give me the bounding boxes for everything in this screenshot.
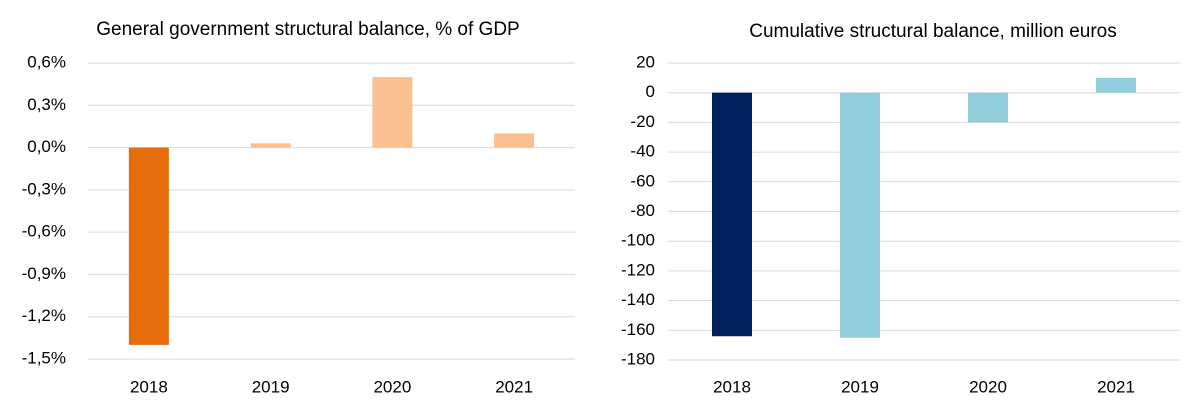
x-tick-label: 2019: [841, 377, 879, 396]
bar: [494, 133, 535, 148]
y-tick-label: -0,9%: [22, 264, 66, 283]
y-tick-label: -140: [621, 290, 655, 309]
x-tick-label: 2019: [252, 377, 290, 396]
bar: [250, 143, 291, 148]
y-tick-label: -180: [621, 349, 655, 368]
x-tick-label: 2021: [495, 377, 533, 396]
bar: [128, 147, 169, 345]
y-tick-label: 0,6%: [27, 52, 66, 71]
bar: [1096, 77, 1136, 93]
y-tick-label: -80: [630, 201, 655, 220]
y-tick-label: -1,2%: [22, 306, 66, 325]
bar: [372, 77, 413, 148]
bar: [712, 92, 752, 337]
y-tick-label: -1,5%: [22, 348, 66, 367]
y-tick-label: -120: [621, 260, 655, 279]
y-tick-label: 0,3%: [27, 95, 66, 114]
y-tick-label: 0: [646, 82, 655, 101]
y-tick-label: -100: [621, 231, 655, 250]
y-tick-label: -40: [630, 142, 655, 161]
y-tick-label: -60: [630, 171, 655, 190]
y-tick-label: 20: [636, 52, 655, 71]
y-tick-label: -160: [621, 320, 655, 339]
y-tick-label: -0,3%: [22, 179, 66, 198]
x-tick-label: 2020: [373, 377, 411, 396]
y-tick-label: 0,0%: [27, 137, 66, 156]
x-tick-label: 2021: [1097, 377, 1135, 396]
bar: [968, 92, 1008, 123]
x-tick-label: 2018: [130, 377, 168, 396]
y-tick-label: -20: [630, 112, 655, 131]
chart-title: General government structural balance, %…: [96, 19, 519, 40]
x-tick-label: 2018: [713, 377, 751, 396]
chart-title: Cumulative structural balance, million e…: [749, 21, 1117, 42]
bar: [840, 92, 880, 338]
y-tick-label: -0,6%: [22, 222, 66, 241]
x-tick-label: 2020: [969, 377, 1007, 396]
